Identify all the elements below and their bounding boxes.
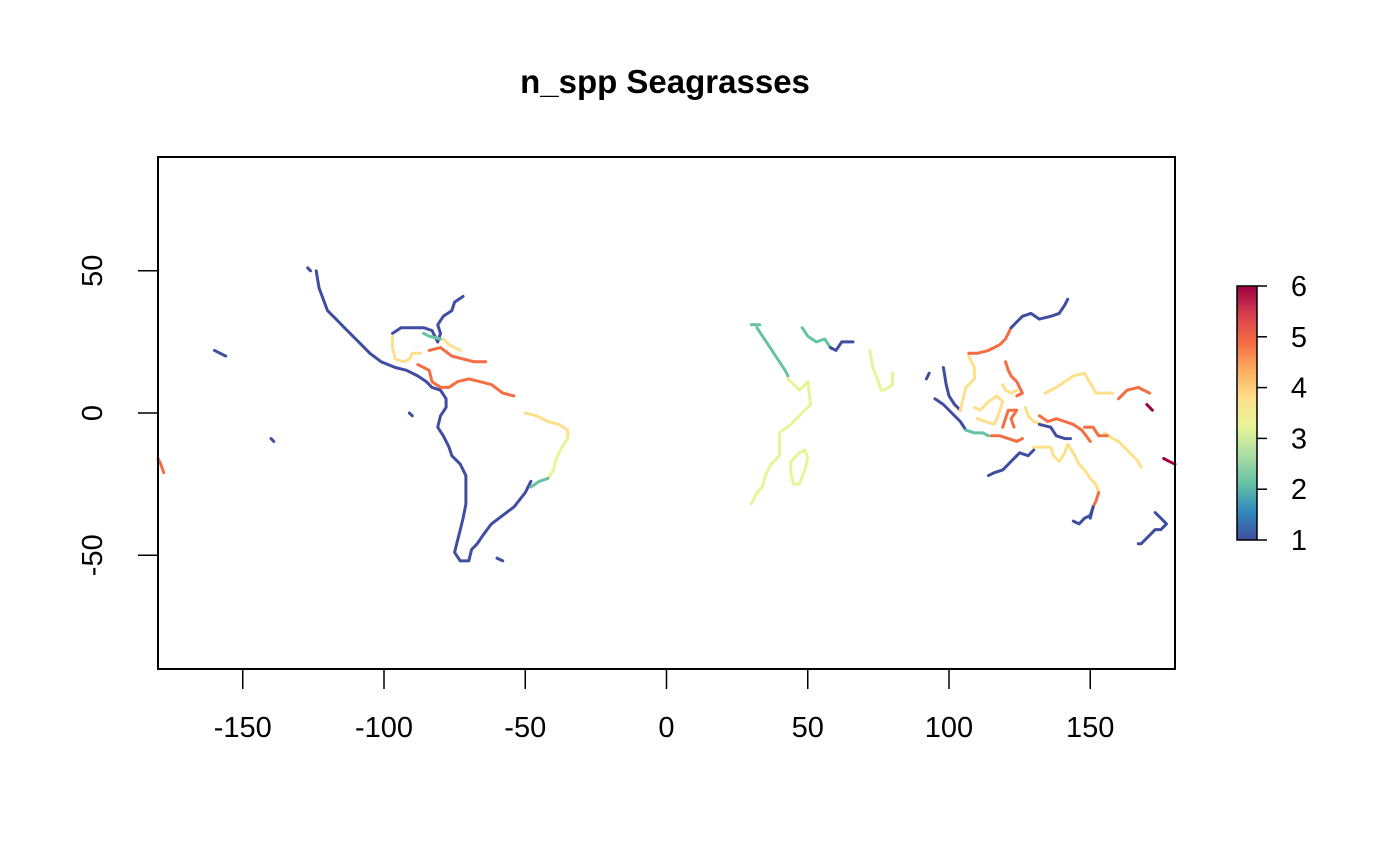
legend-tick-label: 2 [1291, 474, 1307, 506]
legend-tick-label: 3 [1291, 423, 1307, 455]
seagrass-region [1136, 511, 1168, 546]
seagrass-region [523, 411, 570, 441]
x-tick-label: -50 [504, 712, 546, 744]
y-axis: -50 0 50 [77, 255, 159, 576]
seagrass-region [868, 348, 883, 392]
seagrass-region [882, 371, 894, 392]
seagrass-region [941, 366, 962, 412]
seagrass-region [828, 340, 855, 352]
seagrass-region [1004, 360, 1024, 398]
seagrass-region [789, 448, 810, 486]
seagrass-region [529, 476, 550, 489]
seagrass-region [1037, 422, 1072, 441]
seagrass-region [958, 354, 976, 412]
seagrass-region [749, 377, 813, 506]
legend-tick-label: 1 [1291, 525, 1307, 557]
seagrass-region [1083, 425, 1109, 438]
seagrass-region [1162, 457, 1177, 466]
legend-ticks: 1 2 3 4 5 6 [1257, 271, 1307, 557]
seagrass-region [1009, 297, 1070, 330]
x-tick-label: 150 [1066, 712, 1114, 744]
seagrass-region [441, 337, 462, 352]
seagrass-region [314, 269, 533, 563]
color-legend: 1 2 3 4 5 6 [1236, 271, 1307, 557]
chart-title: n_spp Seagrasses [520, 63, 810, 100]
seagrass-region [1066, 442, 1101, 495]
seagrass-region [1145, 403, 1154, 412]
x-tick-label: 0 [658, 712, 674, 744]
seagrass-region [972, 394, 1005, 426]
x-axis: -150 -100 -50 0 50 100 150 [214, 668, 1114, 744]
plot-frame [157, 156, 1176, 670]
seagrass-region [964, 428, 990, 438]
legend-tick-label: 4 [1291, 373, 1307, 405]
seagrass-region [306, 266, 312, 273]
x-tick-label: 50 [792, 712, 824, 744]
x-tick-label: 100 [925, 712, 973, 744]
seagrass-region [407, 411, 414, 418]
seagrass-region [391, 334, 423, 364]
seagrass-region [989, 434, 1024, 443]
seagrass-region [967, 326, 1013, 355]
seagrass-region [1001, 383, 1019, 395]
seagrass-region [1037, 414, 1092, 443]
seagrass-region [416, 363, 516, 398]
x-tick-label: -150 [214, 712, 272, 744]
seagrass-region [800, 326, 832, 350]
seagrass-region [1091, 491, 1101, 509]
seagrass-region [933, 397, 968, 432]
y-tick-label: -50 [77, 534, 109, 576]
data-layer [156, 266, 1177, 563]
seagrass-region [427, 346, 488, 364]
seagrass-region [755, 326, 790, 378]
seagrass-region [1023, 405, 1044, 426]
y-tick-label: 0 [77, 405, 109, 421]
x-tick-label: -100 [355, 712, 413, 744]
seagrass-region [924, 371, 931, 381]
seagrass-region [1043, 371, 1115, 395]
seagrass-region [1001, 408, 1019, 429]
seagrass-region [1117, 385, 1152, 401]
seagrass-region [546, 437, 570, 480]
seagrass-region [391, 326, 440, 344]
seagrass-region [213, 348, 228, 358]
seagrass-region [1102, 431, 1143, 469]
legend-tick-label: 6 [1291, 271, 1307, 303]
seagrass-region [1032, 442, 1070, 463]
seagrass-region [436, 294, 465, 344]
seagrass-region [1088, 505, 1095, 520]
seagrass-region [422, 331, 442, 341]
seagrass-region [987, 448, 1036, 478]
seagrass-region [495, 556, 505, 563]
y-tick-label: 50 [77, 255, 109, 287]
legend-tick-label: 5 [1291, 322, 1307, 354]
seagrass-region [269, 437, 276, 443]
legend-colorbar [1236, 285, 1258, 541]
